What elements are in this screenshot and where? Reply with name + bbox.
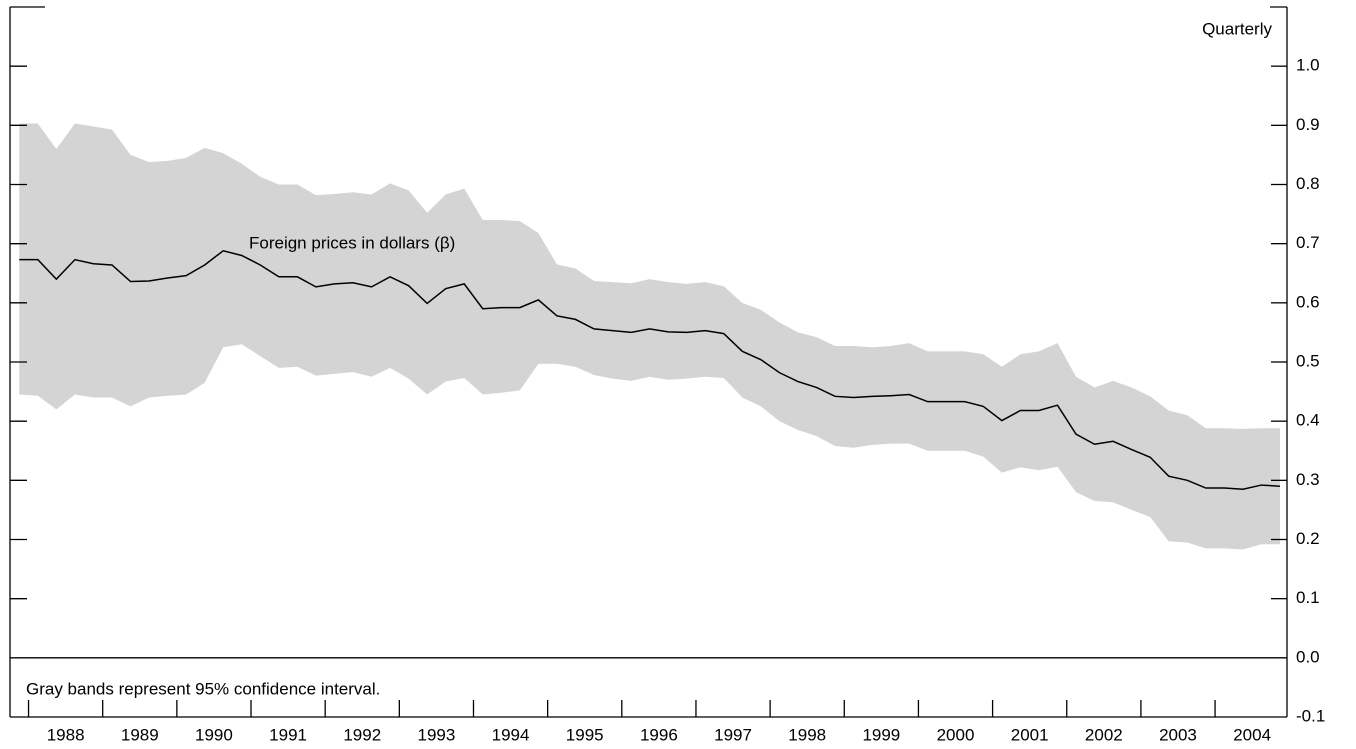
x-tick-label: 1998: [788, 725, 826, 744]
x-tick-label: 1993: [417, 725, 455, 744]
x-tick-label: 2000: [937, 725, 975, 744]
x-tick-label: 1997: [714, 725, 752, 744]
x-tick-label: 2001: [1011, 725, 1049, 744]
note: Gray bands represent 95% confidence inte…: [26, 679, 380, 698]
x-tick-label: 1996: [640, 725, 678, 744]
y-tick-label: 0.8: [1296, 174, 1320, 193]
x-tick-label: 1988: [47, 725, 85, 744]
x-tick-label: 1999: [862, 725, 900, 744]
x-tick-label: 2002: [1085, 725, 1123, 744]
x-tick-label: 1991: [269, 725, 307, 744]
frequency-label: Quarterly: [1202, 19, 1272, 38]
y-tick-label: 0.2: [1296, 529, 1320, 548]
y-tick-label: 0.5: [1296, 351, 1320, 370]
x-tick-label: 1990: [195, 725, 233, 744]
series-line: [19, 249, 1280, 490]
y-tick-label: 0.1: [1296, 588, 1320, 607]
x-tick-label: 1992: [343, 725, 381, 744]
x-tick-label: 1989: [121, 725, 159, 744]
x-tick-label: 2003: [1159, 725, 1197, 744]
x-tick-label: 1995: [566, 725, 604, 744]
y-tick-label: 0.0: [1296, 647, 1320, 666]
y-tick-label: 0.7: [1296, 233, 1320, 252]
confidence-band: [19, 123, 1280, 550]
y-tick-label: 0.9: [1296, 115, 1320, 134]
x-tick-label: 1994: [492, 725, 530, 744]
y-tick-label: -0.1: [1296, 706, 1325, 725]
x-tick-label: 2004: [1233, 725, 1271, 744]
y-tick-label: 0.3: [1296, 470, 1320, 489]
y-tick-label: 0.4: [1296, 411, 1320, 430]
series-label: Foreign prices in dollars (β): [249, 233, 455, 252]
y-tick-label: 1.0: [1296, 56, 1320, 75]
y-tick-label: 0.6: [1296, 292, 1320, 311]
